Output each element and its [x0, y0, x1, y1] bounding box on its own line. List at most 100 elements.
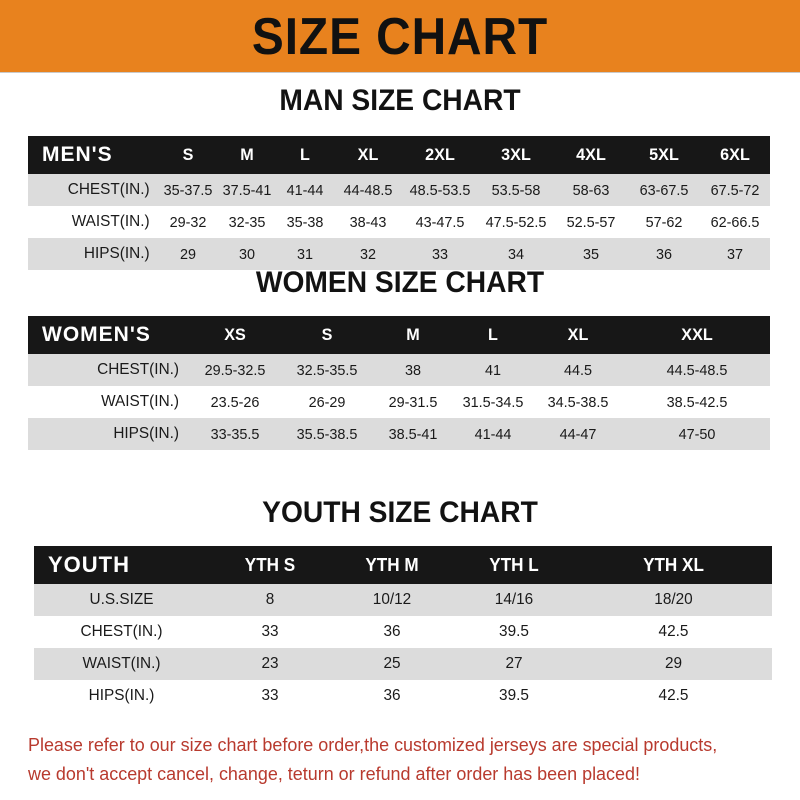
cell: 39.5 — [499, 687, 529, 704]
cell: 44-48.5 — [343, 181, 393, 199]
table-row: CHEST(IN.) 29.5-32.5 32.5-35.5 38 41 44.… — [28, 354, 770, 386]
cell: 35.5-38.5 — [296, 425, 358, 443]
cell: 41 — [484, 361, 502, 379]
cell: 62-66.5 — [710, 213, 760, 231]
men-column-header: S — [182, 145, 194, 164]
cell: 29.5-32.5 — [204, 361, 266, 379]
women-column-header: XS — [224, 325, 246, 344]
men-column-header: 4XL — [576, 145, 606, 164]
page-banner: SIZE CHART — [0, 0, 800, 73]
row-label: HIPS(IN.) — [88, 687, 155, 704]
youth-header-label: YOUTH — [48, 552, 130, 577]
cell: 41-44 — [474, 425, 512, 443]
table-row: HIPS(IN.) 33-35.5 35.5-38.5 38.5-41 41-4… — [28, 418, 770, 450]
cell: 31 — [296, 245, 314, 263]
cell: 36 — [383, 687, 401, 704]
men-column-header: 3XL — [501, 145, 531, 164]
cell: 48.5-53.5 — [409, 181, 471, 199]
table-row: U.S.SIZE 8 10/12 14/16 18/20 — [34, 584, 772, 616]
cell: 25 — [383, 655, 401, 672]
table-header-row: MEN'S S M L XL 2XL 3XL 4XL 5XL 6XL — [28, 136, 770, 174]
cell: 27 — [505, 655, 523, 672]
youth-column-header: YTH XL — [643, 554, 704, 575]
cell: 30 — [238, 245, 256, 263]
section-heading-women: WOMEN SIZE CHART — [255, 266, 545, 299]
men-column-header: 6XL — [720, 145, 750, 164]
table-header-row: YOUTH YTH S YTH M YTH L YTH XL — [34, 546, 772, 584]
women-column-header: XL — [567, 325, 589, 344]
cell: 47-50 — [678, 425, 716, 443]
men-column-header: 2XL — [425, 145, 455, 164]
women-column-header: XXL — [681, 325, 713, 344]
table-row: WAIST(IN.) 23 25 27 29 — [34, 648, 772, 680]
cell: 38.5-41 — [388, 425, 438, 443]
cell: 38.5-42.5 — [666, 393, 728, 411]
women-header-label: WOMEN'S — [42, 323, 151, 346]
row-label: HIPS(IN.) — [83, 245, 150, 262]
youth-column-header: YTH L — [489, 554, 539, 575]
row-label: CHEST(IN.) — [97, 361, 180, 378]
order-policy-line-1: Please refer to our size chart before or… — [28, 734, 718, 755]
cell: 44.5 — [563, 361, 593, 379]
row-label: U.S.SIZE — [89, 591, 154, 608]
men-size-table: MEN'S S M L XL 2XL 3XL 4XL 5XL 6XL CHEST… — [28, 136, 770, 270]
cell: 33 — [431, 245, 449, 263]
women-column-header: L — [488, 325, 498, 344]
cell: 26-29 — [308, 393, 346, 411]
cell: 58-63 — [572, 181, 610, 199]
cell: 32 — [359, 245, 377, 263]
men-header-label: MEN'S — [42, 143, 113, 166]
cell: 53.5-58 — [491, 181, 541, 199]
page-title: SIZE CHART — [251, 8, 549, 66]
women-column-header: M — [406, 325, 420, 344]
cell: 35 — [582, 245, 600, 263]
cell: 33 — [261, 687, 279, 704]
cell: 52.5-57 — [566, 213, 616, 231]
cell: 23 — [261, 655, 279, 672]
cell: 42.5 — [658, 623, 689, 640]
cell: 34 — [507, 245, 525, 263]
youth-column-header: YTH M — [365, 554, 419, 575]
row-label: CHEST(IN.) — [67, 181, 150, 198]
order-policy-line-2: we don't accept cancel, change, teturn o… — [28, 763, 640, 784]
section-heading-youth: YOUTH SIZE CHART — [262, 496, 538, 529]
row-label: WAIST(IN.) — [101, 393, 180, 410]
cell: 35-37.5 — [163, 181, 213, 199]
table-row: HIPS(IN.) 33 36 39.5 42.5 — [34, 680, 772, 712]
cell: 37 — [726, 245, 744, 263]
men-column-header: XL — [357, 145, 379, 164]
cell: 39.5 — [499, 623, 529, 640]
cell: 29-31.5 — [388, 393, 438, 411]
section-heading-man: MAN SIZE CHART — [279, 84, 521, 117]
row-label: WAIST(IN.) — [71, 213, 150, 230]
table-row: HIPS(IN.) 29 30 31 32 33 34 35 36 37 — [28, 238, 770, 270]
cell: 32.5-35.5 — [296, 361, 358, 379]
table-row: CHEST(IN.) 33 36 39.5 42.5 — [34, 616, 772, 648]
row-label: WAIST(IN.) — [82, 655, 161, 672]
men-column-header: M — [240, 145, 254, 164]
cell: 10/12 — [372, 591, 412, 608]
cell: 33-35.5 — [210, 425, 260, 443]
cell: 63-67.5 — [639, 181, 689, 199]
cell: 41-44 — [286, 181, 324, 199]
row-label: HIPS(IN.) — [113, 425, 180, 442]
cell: 47.5-52.5 — [485, 213, 547, 231]
cell: 38 — [404, 361, 422, 379]
cell: 38-43 — [349, 213, 387, 231]
cell: 36 — [383, 623, 401, 640]
row-label: CHEST(IN.) — [80, 623, 163, 640]
cell: 29 — [179, 245, 197, 263]
cell: 29-32 — [169, 213, 207, 231]
cell: 14/16 — [494, 591, 534, 608]
cell: 8 — [265, 591, 275, 608]
men-column-header: 5XL — [649, 145, 679, 164]
cell: 31.5-34.5 — [462, 393, 524, 411]
cell: 34.5-38.5 — [547, 393, 609, 411]
cell: 29 — [664, 655, 683, 672]
table-header-row: WOMEN'S XS S M L XL XXL — [28, 316, 770, 354]
order-policy-note: Please refer to our size chart before or… — [28, 730, 757, 788]
cell: 43-47.5 — [415, 213, 465, 231]
cell: 33 — [261, 623, 279, 640]
table-row: WAIST(IN.) 23.5-26 26-29 29-31.5 31.5-34… — [28, 386, 770, 418]
